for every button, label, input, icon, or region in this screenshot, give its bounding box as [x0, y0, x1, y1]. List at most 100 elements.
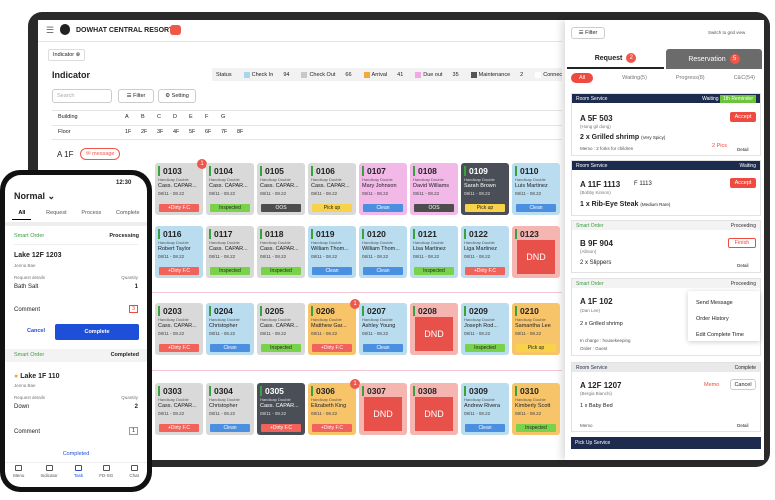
- room-card[interactable]: 0206 Handicap Double Matthew Gar... 08/11 -…: [308, 303, 356, 355]
- room-card[interactable]: 0304 Handicap Double Christopher 08/11 - 08…: [206, 383, 254, 435]
- nav-item[interactable]: Menu: [13, 465, 24, 478]
- floor-option[interactable]: 3F: [157, 129, 164, 135]
- room-card[interactable]: 0303 Handicap Double Cass. CAPAR... 08/11 -…: [155, 383, 203, 435]
- room-card[interactable]: 0305 Handicap Double Cass. CAPAR... 08/11 -…: [257, 383, 305, 435]
- status-swatch: [535, 71, 542, 78]
- pics[interactable]: 2 Pics: [712, 143, 727, 149]
- memo-button[interactable]: Memo: [704, 382, 720, 388]
- accept-button[interactable]: Accept: [730, 178, 756, 188]
- room-card[interactable]: 0307 DND: [359, 383, 407, 435]
- room-card[interactable]: 0203 Handicap Double Cass. CAPAR... 08/11 -…: [155, 303, 203, 355]
- subtab[interactable]: C&C(54): [733, 75, 755, 81]
- building-option[interactable]: G: [221, 114, 226, 120]
- room-card[interactable]: 0310 Handicap Double Kimberly Scott 08/11 -…: [512, 383, 560, 435]
- message-button[interactable]: ✉ message: [80, 148, 121, 160]
- cancel-button[interactable]: Cancel: [730, 379, 756, 390]
- menu-icon[interactable]: ☰: [46, 25, 55, 35]
- floor-option[interactable]: 2F: [141, 129, 148, 135]
- building-option[interactable]: E: [189, 114, 193, 120]
- menu-item[interactable]: Order History: [696, 316, 729, 322]
- building-option[interactable]: B: [141, 114, 145, 120]
- phone-tab[interactable]: Complete: [116, 210, 140, 216]
- nav-item[interactable]: Chat: [129, 465, 139, 478]
- room-card[interactable]: 0107 Handicap Double Mary Johnson 08/11 - 0…: [359, 163, 407, 215]
- filter-button[interactable]: ☰ Filter: [118, 89, 154, 103]
- room-card[interactable]: 0210 Handicap Double Samantha Lee 08/11 - 0…: [512, 303, 560, 355]
- request-tab[interactable]: Request 2: [567, 49, 664, 69]
- panel-filter-button[interactable]: ☰ Filter: [571, 27, 605, 39]
- room-card[interactable]: 0122 Handicap Double Liga Martinez 08/11 - …: [461, 226, 509, 278]
- room-card[interactable]: 0109 Handicap Double Sarah Brown 08/11 - 08…: [461, 163, 509, 215]
- subtab[interactable]: Progress(8): [675, 75, 705, 81]
- status-item: Connect: [535, 71, 562, 78]
- nav-item[interactable]: Task: [74, 465, 83, 478]
- order-card[interactable]: Room Service Complete A 12F 1207 (Bergia …: [571, 362, 761, 432]
- detail-link[interactable]: Detail: [737, 263, 749, 268]
- menu-item[interactable]: Send Message: [696, 300, 733, 306]
- search-input[interactable]: Search: [52, 89, 112, 103]
- stay-dates: 08/11 - 08.22: [311, 191, 338, 196]
- subtab[interactable]: All: [571, 73, 594, 83]
- room-card[interactable]: 0209 Handicap Double Joseph Rod... 08/11 - …: [461, 303, 509, 355]
- room-card[interactable]: 0118 Handicap Double Cass. CAPAR... 08/11 -…: [257, 226, 305, 278]
- comment-label[interactable]: Comment: [14, 429, 41, 435]
- subtab[interactable]: Waiting(5): [622, 75, 647, 81]
- room-card[interactable]: 0103 Handicap Double Cass. CAPAR... 08/11 -…: [155, 163, 203, 215]
- setting-button[interactable]: ⚙ Setting: [158, 89, 196, 103]
- room-card[interactable]: 0120 Handicap Double William Thom... 08/11 …: [359, 226, 407, 278]
- order-card[interactable]: Room Service Waiting 1th Reminder A 5F 50…: [571, 93, 761, 156]
- finish-button[interactable]: Finish: [728, 238, 756, 248]
- detail-link[interactable]: Detail: [737, 147, 749, 152]
- detail-link[interactable]: Detail: [737, 423, 749, 428]
- phone-tab[interactable]: Request: [46, 210, 67, 216]
- room-card[interactable]: 0207 Handicap Double Ashley Young 08/11 - 0…: [359, 303, 407, 355]
- room-card[interactable]: 0205 Handicap Double Cass. CAPAR... 08/11 -…: [257, 303, 305, 355]
- room-number: 0108: [413, 166, 437, 176]
- status-count: 66: [345, 71, 352, 78]
- breadcrumb-tab[interactable]: Indicator ⊗: [48, 49, 86, 61]
- floor-option[interactable]: 1F: [125, 129, 132, 135]
- room-card[interactable]: 0108 Handicap Double David Williams 08/11 -…: [410, 163, 458, 215]
- floor-option[interactable]: 5F: [189, 129, 196, 135]
- floor-option[interactable]: 4F: [173, 129, 180, 135]
- room-card[interactable]: 0306 Handicap Double Elizabeth King 08/11 -…: [308, 383, 356, 435]
- phone-tab[interactable]: Process: [81, 210, 102, 216]
- comment-label[interactable]: Comment: [14, 307, 41, 313]
- switch-view[interactable]: Switch to grid view: [708, 30, 746, 35]
- reservation-tab[interactable]: Reservation 5: [666, 49, 762, 69]
- menu-item[interactable]: Edit Complete Time: [696, 332, 744, 338]
- room-card[interactable]: 0208 DND: [410, 303, 458, 355]
- room-card[interactable]: 0121 Handicap Double Lisa Martinez 08/11 - …: [410, 226, 458, 278]
- complete-button[interactable]: Complete: [55, 324, 139, 340]
- order-card[interactable]: Smart Order Proceeding A 1F 102 (Dan Lee)…: [571, 278, 761, 356]
- room-number: 0110: [515, 166, 538, 176]
- room-card[interactable]: 0105 Handicap Double Cass. CAPAR... 08/11 -…: [257, 163, 305, 215]
- floor-option[interactable]: 8F: [237, 129, 244, 135]
- order-card[interactable]: Room Service Waiting A 11F 1113 F 1113 (B…: [571, 160, 761, 216]
- room-card[interactable]: 0309 Handicap Double Andrew Rivera 08/11 - …: [461, 383, 509, 435]
- cancel-button[interactable]: Cancel: [14, 324, 58, 338]
- accept-button[interactable]: Accept: [730, 112, 756, 122]
- room-card[interactable]: 0104 Handicap Double Cass. CAPAR... 08/11 -…: [206, 163, 254, 215]
- building-option[interactable]: D: [173, 114, 177, 120]
- phone-tab[interactable]: All: [12, 210, 32, 220]
- nav-item[interactable]: Indicator: [40, 465, 58, 478]
- room-card[interactable]: 0106 Handicap Double Cass. CAPAR... 08/11 -…: [308, 163, 356, 215]
- notification-icon[interactable]: [170, 25, 181, 35]
- room-card[interactable]: 0119 Handicap Double William Thom... 08/11 …: [308, 226, 356, 278]
- order-card[interactable]: Smart Order Proceeding B 9F 904 (Allison)…: [571, 220, 761, 273]
- room-card[interactable]: 0308 DND: [410, 383, 458, 435]
- nav-item[interactable]: FD-SG: [99, 465, 113, 478]
- order-card[interactable]: Pick Up Service: [571, 437, 761, 449]
- floor-option[interactable]: 6F: [205, 129, 212, 135]
- floor-option[interactable]: 7F: [221, 129, 228, 135]
- room-card[interactable]: 0116 Handicap Double Robert Taylor 08/11 - …: [155, 226, 203, 278]
- building-option[interactable]: A: [125, 114, 129, 120]
- room-card[interactable]: 0117 Handicap Double Cass. CAPAR... 08/11 -…: [206, 226, 254, 278]
- phone-mode[interactable]: Normal ⌄: [14, 191, 56, 201]
- building-option[interactable]: C: [157, 114, 161, 120]
- room-card[interactable]: 0204 Handicap Double Christopher 08/11 - 08…: [206, 303, 254, 355]
- room-card[interactable]: 0110 Handicap Double Luis Martinez 08/11 - …: [512, 163, 560, 215]
- building-option[interactable]: F: [205, 114, 209, 120]
- room-card[interactable]: 0123 DND: [512, 226, 560, 278]
